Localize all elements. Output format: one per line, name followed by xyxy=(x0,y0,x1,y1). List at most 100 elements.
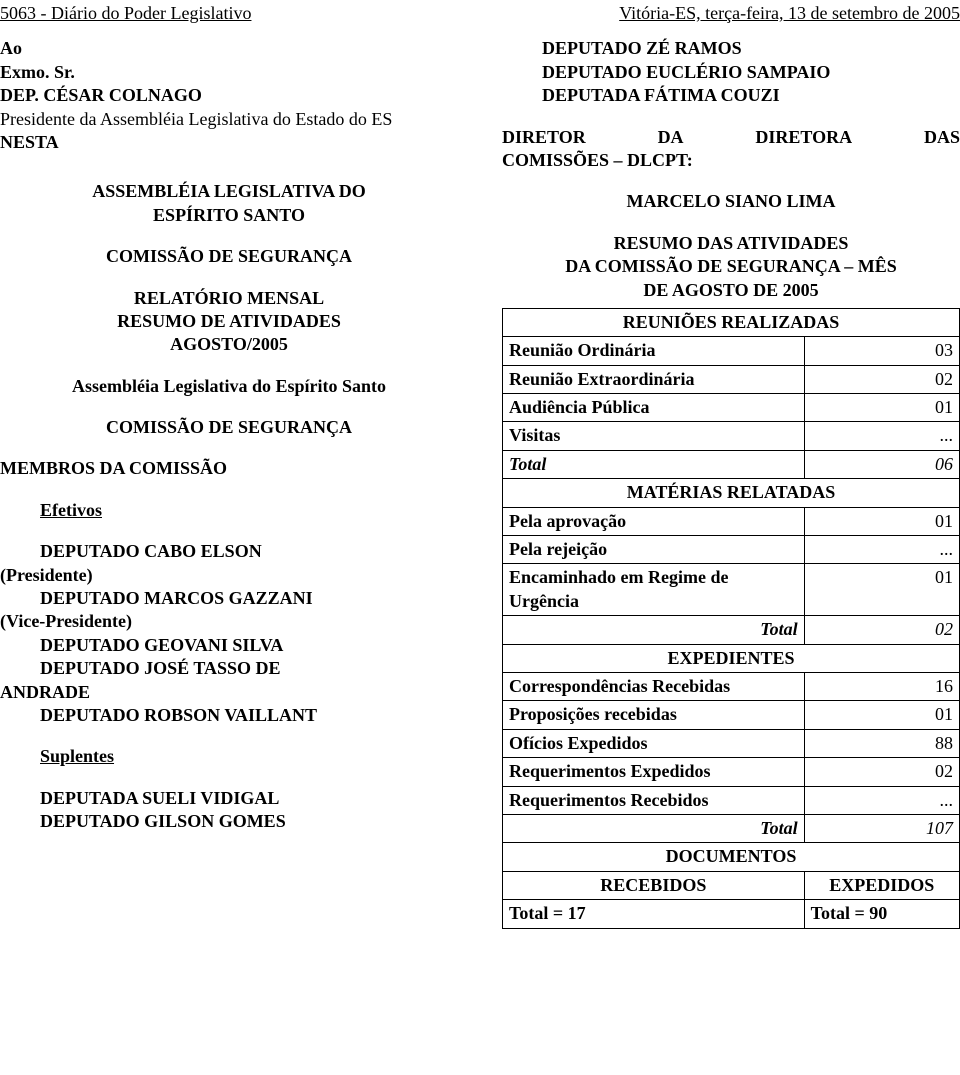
cell-value: 01 xyxy=(804,507,959,535)
table-section-header: REUNIÕES REALIZADAS xyxy=(503,308,960,336)
assembly-line-1: ASSEMBLÉIA LEGISLATIVA DO xyxy=(0,180,458,203)
header-right: Vitória-ES, terça-feira, 13 de setembro … xyxy=(619,2,960,25)
cell-label: Reunião Extraordinária xyxy=(503,365,805,393)
report-line-3: AGOSTO/2005 xyxy=(0,333,458,356)
cell-value: 01 xyxy=(804,701,959,729)
table-row: Encaminhado em Regime de Urgência 01 xyxy=(503,564,960,616)
table-row: Requerimentos Recebidos ... xyxy=(503,786,960,814)
table-row: Audiência Pública 01 xyxy=(503,394,960,422)
cell-recebidos-total: Total = 17 xyxy=(503,900,805,928)
diretor-line-2: COMISSÕES – DLCPT: xyxy=(502,149,960,172)
table-section-header: MATÉRIAS RELATADAS xyxy=(503,479,960,507)
president-role: Presidente da Assembléia Legislativa do … xyxy=(0,108,458,131)
header-line: 5063 - Diário do Poder Legislativo Vitór… xyxy=(0,2,960,25)
table-row-total: Total 02 xyxy=(503,616,960,644)
table-row: Visitas ... xyxy=(503,422,960,450)
cell-label: Visitas xyxy=(503,422,805,450)
cell-label: Requerimentos Recebidos xyxy=(503,786,805,814)
commission-title: COMISSÃO DE SEGURANÇA xyxy=(0,245,458,268)
assembly-full: Assembléia Legislativa do Espírito Santo xyxy=(0,375,458,398)
suplente-1: DEPUTADA SUELI VIDIGAL xyxy=(40,787,458,810)
deputado-3: DEPUTADA FÁTIMA COUZI xyxy=(542,84,960,107)
cell-total-value: 107 xyxy=(804,814,959,842)
table-row-documentos-header: RECEBIDOS EXPEDIDOS xyxy=(503,871,960,899)
diretor-word-1: DIRETOR xyxy=(502,126,586,149)
diretor-word-4: DAS xyxy=(924,126,960,149)
suplente-2: DEPUTADO GILSON GOMES xyxy=(40,810,458,833)
cell-value: 88 xyxy=(804,729,959,757)
cell-label: Pela rejeição xyxy=(503,536,805,564)
member-1-role: (Presidente) xyxy=(0,564,458,587)
table-row-total: Total 06 xyxy=(503,450,960,478)
resumo-line-2: DA COMISSÃO DE SEGURANÇA – MÊS xyxy=(502,255,960,278)
cell-value: ... xyxy=(804,422,959,450)
member-5-name: DEPUTADO ROBSON VAILLANT xyxy=(40,704,458,727)
cell-total-label: Total xyxy=(503,616,805,644)
table-row: Requerimentos Expedidos 02 xyxy=(503,758,960,786)
cell-label: Correspondências Recebidas xyxy=(503,672,805,700)
members-header: MEMBROS DA COMISSÃO xyxy=(0,457,458,480)
header-left: 5063 - Diário do Poder Legislativo xyxy=(0,3,251,23)
commission-title-2: COMISSÃO DE SEGURANÇA xyxy=(0,416,458,439)
cell-label: Ofícios Expedidos xyxy=(503,729,805,757)
table-section-header: EXPEDIENTES xyxy=(503,644,960,672)
section-documentos: DOCUMENTOS xyxy=(503,843,960,871)
section-expedientes: EXPEDIENTES xyxy=(503,644,960,672)
diretor-word-2: DA xyxy=(658,126,684,149)
member-4-line-2: ANDRADE xyxy=(0,681,458,704)
cell-label: Proposições recebidas xyxy=(503,701,805,729)
deputado-2: DEPUTADO EUCLÉRIO SAMPAIO xyxy=(542,61,960,84)
resumo-line-1: RESUMO DAS ATIVIDADES xyxy=(502,232,960,255)
table-row: Pela rejeição ... xyxy=(503,536,960,564)
cell-label: Reunião Ordinária xyxy=(503,337,805,365)
table-row: Reunião Ordinária 03 xyxy=(503,337,960,365)
assembly-line-2: ESPÍRITO SANTO xyxy=(0,204,458,227)
cell-recebidos-header: RECEBIDOS xyxy=(503,871,805,899)
cell-value: ... xyxy=(804,786,959,814)
cell-label: Audiência Pública xyxy=(503,394,805,422)
to-line-2: Exmo. Sr. xyxy=(0,61,458,84)
cell-value: 02 xyxy=(804,758,959,786)
table-row-documentos-total: Total = 17 Total = 90 xyxy=(503,900,960,928)
table-row: Ofícios Expedidos 88 xyxy=(503,729,960,757)
efetivos-header: Efetivos xyxy=(40,499,458,522)
table-row: Proposições recebidas 01 xyxy=(503,701,960,729)
resumo-line-3: DE AGOSTO DE 2005 xyxy=(502,279,960,302)
cell-label: Requerimentos Expedidos xyxy=(503,758,805,786)
to-line-1: Ao xyxy=(0,37,458,60)
table-row: Correspondências Recebidas 16 xyxy=(503,672,960,700)
suplentes-header: Suplentes xyxy=(40,745,458,768)
cell-expedidos-total: Total = 90 xyxy=(804,900,959,928)
member-4-line-1: DEPUTADO JOSÉ TASSO DE xyxy=(40,657,458,680)
section-materias: MATÉRIAS RELATADAS xyxy=(503,479,960,507)
column-left: Ao Exmo. Sr. DEP. CÉSAR COLNAGO Presiden… xyxy=(0,37,480,928)
page: 5063 - Diário do Poder Legislativo Vitór… xyxy=(0,2,960,1075)
report-line-2: RESUMO DE ATIVIDADES xyxy=(0,310,458,333)
summary-table: REUNIÕES REALIZADAS Reunião Ordinária 03… xyxy=(502,308,960,929)
table-section-header: DOCUMENTOS xyxy=(503,843,960,871)
section-reunioes: REUNIÕES REALIZADAS xyxy=(503,308,960,336)
table-row-total: Total 107 xyxy=(503,814,960,842)
column-right: DEPUTADO ZÉ RAMOS DEPUTADO EUCLÉRIO SAMP… xyxy=(480,37,960,928)
marcelo-name: MARCELO SIANO LIMA xyxy=(502,190,960,213)
member-2-name: DEPUTADO MARCOS GAZZANI xyxy=(40,587,458,610)
cell-value: 02 xyxy=(804,365,959,393)
cell-total-value: 02 xyxy=(804,616,959,644)
cell-expedidos-header: EXPEDIDOS xyxy=(804,871,959,899)
cell-label: Encaminhado em Regime de Urgência xyxy=(503,564,805,616)
report-line-1: RELATÓRIO MENSAL xyxy=(0,287,458,310)
cell-value: ... xyxy=(804,536,959,564)
member-1-name: DEPUTADO CABO ELSON xyxy=(40,540,458,563)
table-row: Pela aprovação 01 xyxy=(503,507,960,535)
member-2-role: (Vice-Presidente) xyxy=(0,610,458,633)
table-row: Reunião Extraordinária 02 xyxy=(503,365,960,393)
cell-value: 01 xyxy=(804,564,959,616)
columns: Ao Exmo. Sr. DEP. CÉSAR COLNAGO Presiden… xyxy=(0,37,960,928)
president-name: DEP. CÉSAR COLNAGO xyxy=(0,84,458,107)
nesta: NESTA xyxy=(0,131,458,154)
cell-total-label: Total xyxy=(503,450,805,478)
deputado-1: DEPUTADO ZÉ RAMOS xyxy=(542,37,960,60)
cell-total-label: Total xyxy=(503,814,805,842)
cell-total-value: 06 xyxy=(804,450,959,478)
cell-label: Pela aprovação xyxy=(503,507,805,535)
